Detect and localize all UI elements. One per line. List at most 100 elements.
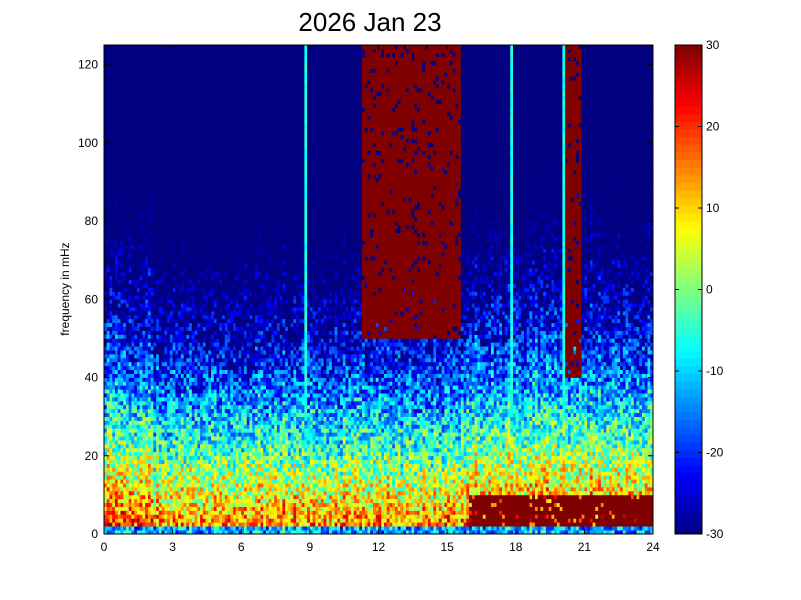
heatmap-cell	[178, 119, 181, 123]
heatmap-cell	[162, 432, 165, 436]
heatmap-cell	[195, 518, 198, 522]
heatmap-cell	[162, 131, 165, 135]
heatmap-cell	[131, 288, 134, 292]
heatmap-cell	[112, 284, 115, 288]
heatmap-cell	[164, 65, 167, 69]
heatmap-cell	[164, 295, 167, 299]
heatmap-cell	[189, 475, 192, 479]
heatmap-cell	[112, 295, 115, 299]
heatmap-cell	[178, 241, 181, 245]
heatmap-cell	[181, 194, 184, 198]
heatmap-cell	[109, 190, 112, 194]
heatmap-cell	[186, 119, 189, 123]
heatmap-cell	[142, 115, 145, 119]
heatmap-cell	[206, 201, 209, 205]
heatmap-cell	[120, 65, 123, 69]
heatmap-cell	[184, 405, 187, 409]
heatmap-cell	[118, 507, 121, 511]
heatmap-cell	[129, 413, 132, 417]
heatmap-cell	[195, 374, 198, 378]
heatmap-cell	[159, 518, 162, 522]
heatmap-cell	[186, 225, 189, 229]
heatmap-cell	[107, 84, 110, 88]
heatmap-cell	[173, 436, 176, 440]
heatmap-cell	[109, 370, 112, 374]
heatmap-cell	[107, 483, 110, 487]
heatmap-cell	[186, 158, 189, 162]
heatmap-cell	[109, 201, 112, 205]
heatmap-cell	[134, 428, 137, 432]
heatmap-cell	[145, 115, 148, 119]
heatmap-cell	[206, 194, 209, 198]
heatmap-cell	[115, 248, 118, 252]
heatmap-cell	[151, 424, 154, 428]
chart-title: 2026 Jan 23	[298, 7, 441, 37]
heatmap-cell	[203, 295, 206, 299]
heatmap-cell	[173, 104, 176, 108]
heatmap-cell	[186, 92, 189, 96]
heatmap-cell	[107, 182, 110, 186]
heatmap-cell	[151, 194, 154, 198]
heatmap-cell	[208, 452, 211, 456]
heatmap-cell	[140, 331, 143, 335]
heatmap-cell	[203, 201, 206, 205]
heatmap-cell	[197, 162, 200, 166]
heatmap-cell	[200, 80, 203, 84]
heatmap-cell	[186, 331, 189, 335]
heatmap-cell	[137, 49, 140, 53]
heatmap-cell	[109, 374, 112, 378]
heatmap-cell	[123, 284, 126, 288]
heatmap-cell	[167, 499, 170, 503]
heatmap-cell	[137, 291, 140, 295]
heatmap-cell	[137, 378, 140, 382]
heatmap-cell	[186, 233, 189, 237]
heatmap-cell	[140, 471, 143, 475]
heatmap-cell	[120, 213, 123, 217]
heatmap-cell	[142, 264, 145, 268]
heatmap-cell	[145, 284, 148, 288]
heatmap-cell	[175, 315, 178, 319]
heatmap-cell	[156, 127, 159, 131]
heatmap-cell	[192, 448, 195, 452]
heatmap-cell	[107, 248, 110, 252]
heatmap-cell	[167, 397, 170, 401]
heatmap-cell	[159, 115, 162, 119]
heatmap-cell	[112, 61, 115, 65]
heatmap-cell	[131, 334, 134, 338]
heatmap-cell	[167, 241, 170, 245]
heatmap-cell	[173, 421, 176, 425]
heatmap-cell	[153, 526, 156, 530]
heatmap-cell	[137, 444, 140, 448]
heatmap-cell	[109, 350, 112, 354]
heatmap-cell	[151, 483, 154, 487]
heatmap-cell	[145, 229, 148, 233]
heatmap-cell	[181, 409, 184, 413]
heatmap-cell	[189, 460, 192, 464]
heatmap-cell	[184, 468, 187, 472]
heatmap-cell	[170, 299, 173, 303]
heatmap-cell	[153, 327, 156, 331]
heatmap-cell	[123, 393, 126, 397]
heatmap-cell	[208, 440, 211, 444]
heatmap-cell	[107, 155, 110, 159]
heatmap-cell	[192, 49, 195, 53]
heatmap-cell	[159, 151, 162, 155]
heatmap-cell	[137, 264, 140, 268]
heatmap-cell	[126, 495, 129, 499]
heatmap-cell	[162, 166, 165, 170]
heatmap-cell	[137, 342, 140, 346]
heatmap-cell	[167, 84, 170, 88]
heatmap-cell	[107, 522, 110, 526]
heatmap-cell	[118, 108, 121, 112]
heatmap-cell	[123, 68, 126, 72]
heatmap-cell	[156, 151, 159, 155]
heatmap-cell	[195, 186, 198, 190]
heatmap-cell	[115, 374, 118, 378]
heatmap-cell	[203, 108, 206, 112]
heatmap-cell	[156, 370, 159, 374]
heatmap-cell	[156, 452, 159, 456]
heatmap-cell	[145, 491, 148, 495]
heatmap-cell	[206, 378, 209, 382]
heatmap-cell	[109, 260, 112, 264]
heatmap-cell	[151, 84, 154, 88]
